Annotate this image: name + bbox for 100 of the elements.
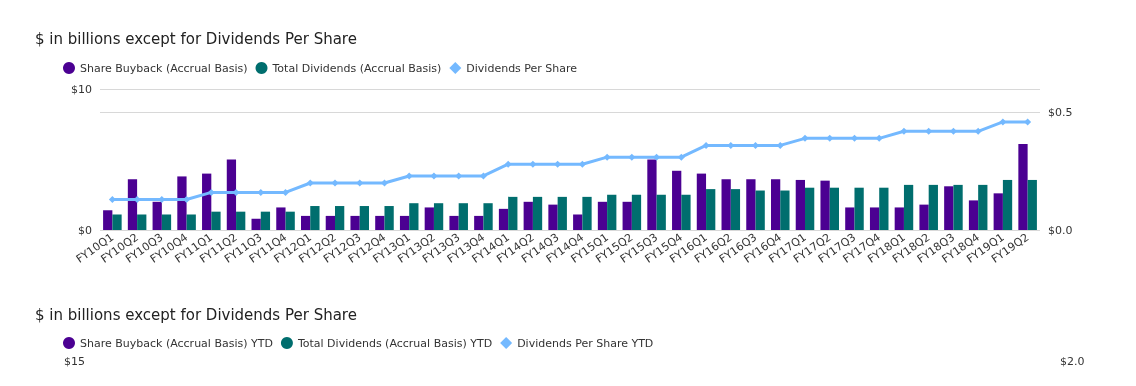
bar — [112, 214, 122, 230]
bar — [780, 190, 790, 230]
y-tick-label: $10 — [71, 82, 92, 96]
text: $2.0 — [1060, 355, 1085, 368]
bar — [285, 211, 295, 230]
bar — [498, 208, 509, 230]
bar — [177, 176, 187, 230]
bar — [260, 211, 271, 230]
bar — [449, 215, 459, 230]
bar — [137, 214, 147, 230]
point — [207, 188, 215, 196]
point — [430, 172, 438, 180]
legend-label: Dividends Per Share YTD — [517, 336, 654, 350]
bar — [276, 207, 286, 230]
bar — [152, 201, 162, 230]
bar — [993, 193, 1003, 230]
bar — [928, 184, 938, 230]
bar — [532, 196, 543, 230]
bar — [968, 200, 979, 230]
bar — [211, 211, 221, 230]
point — [801, 134, 809, 142]
bar — [903, 184, 914, 230]
text: $15 — [64, 355, 85, 368]
bar — [384, 206, 394, 230]
bar — [310, 206, 320, 230]
bar — [944, 186, 954, 230]
y2-tick-label: $0.5 — [1048, 106, 1073, 119]
bar — [795, 179, 805, 230]
bar — [894, 207, 904, 230]
legend-label: Total Dividends (Accrual Basis) YTD — [296, 336, 493, 350]
bar — [573, 214, 583, 230]
bar — [409, 203, 419, 230]
bar — [978, 184, 988, 230]
bar — [1002, 179, 1013, 230]
bar — [251, 218, 261, 230]
bar — [226, 159, 237, 230]
bar — [746, 179, 756, 230]
bar — [672, 170, 682, 230]
bar — [706, 189, 716, 230]
bar — [622, 201, 632, 230]
bar — [161, 214, 172, 230]
bar — [869, 207, 880, 230]
point — [405, 172, 413, 180]
point — [183, 195, 191, 203]
bar — [820, 180, 830, 230]
point — [504, 160, 512, 168]
bar — [300, 215, 311, 230]
bar — [582, 196, 592, 230]
bar — [854, 187, 864, 230]
bar — [202, 173, 212, 230]
bar — [186, 214, 196, 230]
bar — [557, 196, 567, 230]
point — [900, 127, 908, 135]
point — [1024, 118, 1032, 126]
point — [331, 179, 339, 187]
bar — [103, 210, 113, 230]
bar — [350, 215, 360, 230]
bar — [607, 194, 617, 230]
bar — [399, 215, 410, 230]
point — [529, 160, 537, 168]
bar — [508, 196, 518, 230]
point — [974, 127, 982, 135]
bar — [424, 207, 434, 230]
point — [108, 195, 116, 203]
point — [603, 153, 611, 161]
y-tick-label: $0 — [78, 223, 92, 237]
bar — [919, 204, 929, 230]
bar — [236, 211, 246, 230]
legend-label: Share Buyback (Accrual Basis) YTD — [80, 336, 273, 350]
chart-title: $ in billions except for Dividends Per Share — [35, 29, 357, 48]
bar — [1027, 179, 1037, 230]
bar — [647, 159, 657, 230]
bar — [1018, 143, 1028, 230]
bar — [879, 187, 889, 230]
bar — [458, 203, 468, 230]
bar — [656, 194, 666, 230]
point — [306, 179, 314, 187]
bar — [721, 179, 731, 230]
bar — [730, 189, 741, 230]
bar — [433, 203, 444, 230]
text: $ in billions except for Dividends Per Share — [35, 305, 357, 324]
bar — [755, 190, 765, 230]
bar — [359, 206, 370, 230]
bar — [953, 184, 963, 230]
bar — [325, 215, 335, 230]
bar — [548, 204, 558, 230]
bar — [770, 179, 781, 230]
bar — [474, 215, 484, 230]
bar — [127, 179, 138, 230]
y2-tick-label: $0.0 — [1048, 223, 1073, 237]
bar — [845, 207, 855, 230]
bar — [335, 206, 345, 230]
legend-label: Total Dividends (Accrual Basis) — [271, 61, 442, 75]
bar — [631, 194, 642, 230]
bar — [375, 215, 385, 230]
bar — [597, 201, 608, 230]
legend-label: Share Buyback (Accrual Basis) — [80, 61, 248, 75]
point — [282, 188, 290, 196]
bar — [696, 173, 707, 230]
bar — [523, 201, 533, 230]
